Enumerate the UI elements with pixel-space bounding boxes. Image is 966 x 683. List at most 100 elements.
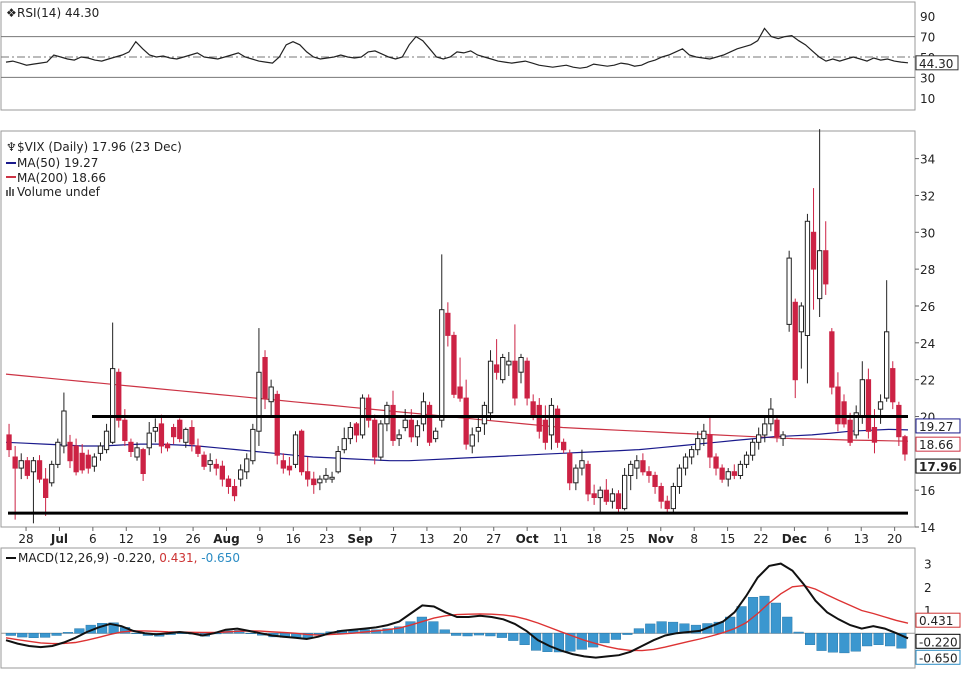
candle-body (201, 454, 207, 467)
macd-frame (0, 547, 916, 669)
candle-body (164, 443, 171, 449)
candle-body (817, 250, 823, 300)
candle-body (591, 493, 597, 498)
macd-tag-text: 0.431 (919, 614, 953, 628)
macd-histogram-bar (394, 626, 405, 634)
macd-histogram-bar (485, 633, 496, 637)
candle-body (420, 401, 427, 425)
candle-body (664, 500, 670, 510)
macd-histogram-bar (645, 623, 656, 634)
date-tick-label: 16 (286, 532, 301, 546)
date-tick-label: 7 (390, 532, 398, 546)
candle-body (561, 441, 567, 451)
rsi-panel: 9070503010 44.30 ❖ RSI(14) 44.30 (0, 1, 959, 111)
candle-body (804, 220, 811, 336)
macd-tag-box (915, 649, 961, 665)
candle-body (152, 427, 158, 432)
macd-histogram-bar (599, 633, 610, 644)
macd-histogram-bar (496, 633, 507, 638)
candle-body (652, 474, 658, 487)
candle-body (469, 434, 475, 447)
candle-body (518, 357, 524, 373)
candle-body (12, 456, 18, 469)
candle-body (884, 331, 890, 399)
candle-body (670, 486, 677, 510)
candle-body (402, 419, 408, 429)
candle-body (213, 463, 219, 469)
macd-histogram-bar (850, 633, 861, 652)
date-tick-label: 11 (553, 532, 568, 546)
candle-body (859, 379, 866, 418)
rsi-icon: ❖ (6, 6, 17, 20)
price-tag-text: 17.96 (919, 460, 957, 474)
candle-body (134, 447, 140, 458)
candle-body (256, 371, 262, 432)
date-tick-label: Dec (782, 532, 807, 546)
candle-body (49, 463, 55, 484)
candle-body (536, 404, 542, 432)
candle-body (506, 360, 512, 366)
candle-body (177, 419, 183, 440)
date-tick-label: 27 (486, 532, 501, 546)
macd-histogram-bar (782, 616, 793, 634)
date-tick-label: 8 (690, 532, 698, 546)
macd-histogram-bar (827, 633, 838, 653)
candle-body (250, 428, 256, 462)
candle-body (475, 427, 482, 432)
rsi-last-tag-text: 44.30 (919, 57, 953, 71)
candle-body (542, 419, 549, 443)
candle-body (274, 393, 280, 456)
candle-body (902, 436, 908, 455)
candle-body (877, 401, 884, 410)
candle-body (219, 465, 225, 480)
candles (6, 129, 908, 524)
candle-body (707, 434, 713, 458)
macd-header-macd: MACD(12,26,9) -0.220, (18, 551, 155, 565)
date-tick-label: 12 (119, 532, 134, 546)
macd-histogram (5, 595, 907, 654)
macd-histogram-bar (576, 633, 587, 650)
date-tick-label: 6 (89, 532, 97, 546)
macd-header-signal: 0.431, (159, 551, 197, 565)
candle-body (225, 478, 232, 488)
candle-body (847, 419, 853, 443)
macd-histogram-bar (245, 633, 256, 634)
candle-body (292, 434, 299, 465)
date-tick-label: 13 (419, 532, 434, 546)
date-tick-label: 13 (854, 532, 869, 546)
macd-tick-label: 2 (924, 581, 932, 595)
date-tick-label: 23 (319, 532, 334, 546)
candle-body (384, 404, 390, 425)
macd-histogram-bar (405, 621, 416, 634)
macd-histogram-bar (553, 633, 564, 653)
candle-body (128, 441, 134, 452)
macd-histogram-bar (588, 633, 599, 648)
date-tick-label: 25 (620, 532, 635, 546)
candle-body (896, 404, 902, 438)
candle-body (530, 401, 536, 416)
candle-body (682, 456, 689, 469)
price-tick-label: 26 (920, 300, 935, 314)
candle-body (628, 463, 634, 476)
candle-body (603, 489, 610, 502)
candle-body (615, 493, 622, 509)
candle-body (573, 467, 579, 484)
rsi-tick-label: 10 (920, 92, 935, 106)
candle-body (299, 430, 305, 473)
candle-body (353, 423, 360, 436)
macd-histogram-bar (462, 633, 473, 637)
candle-body (810, 231, 817, 270)
candle-body (524, 360, 530, 399)
date-tick-label: 6 (824, 532, 832, 546)
macd-histogram-bar (416, 616, 427, 634)
candle-body (317, 478, 323, 484)
date-tick-label: 9 (256, 532, 264, 546)
date-tick-label: 15 (720, 532, 735, 546)
candle-body (311, 478, 317, 486)
candle-body (731, 471, 738, 476)
candle-body (146, 432, 152, 449)
macd-histogram-bar (885, 633, 896, 647)
date-tick-label: Nov (648, 532, 674, 546)
candle-body (85, 454, 91, 469)
